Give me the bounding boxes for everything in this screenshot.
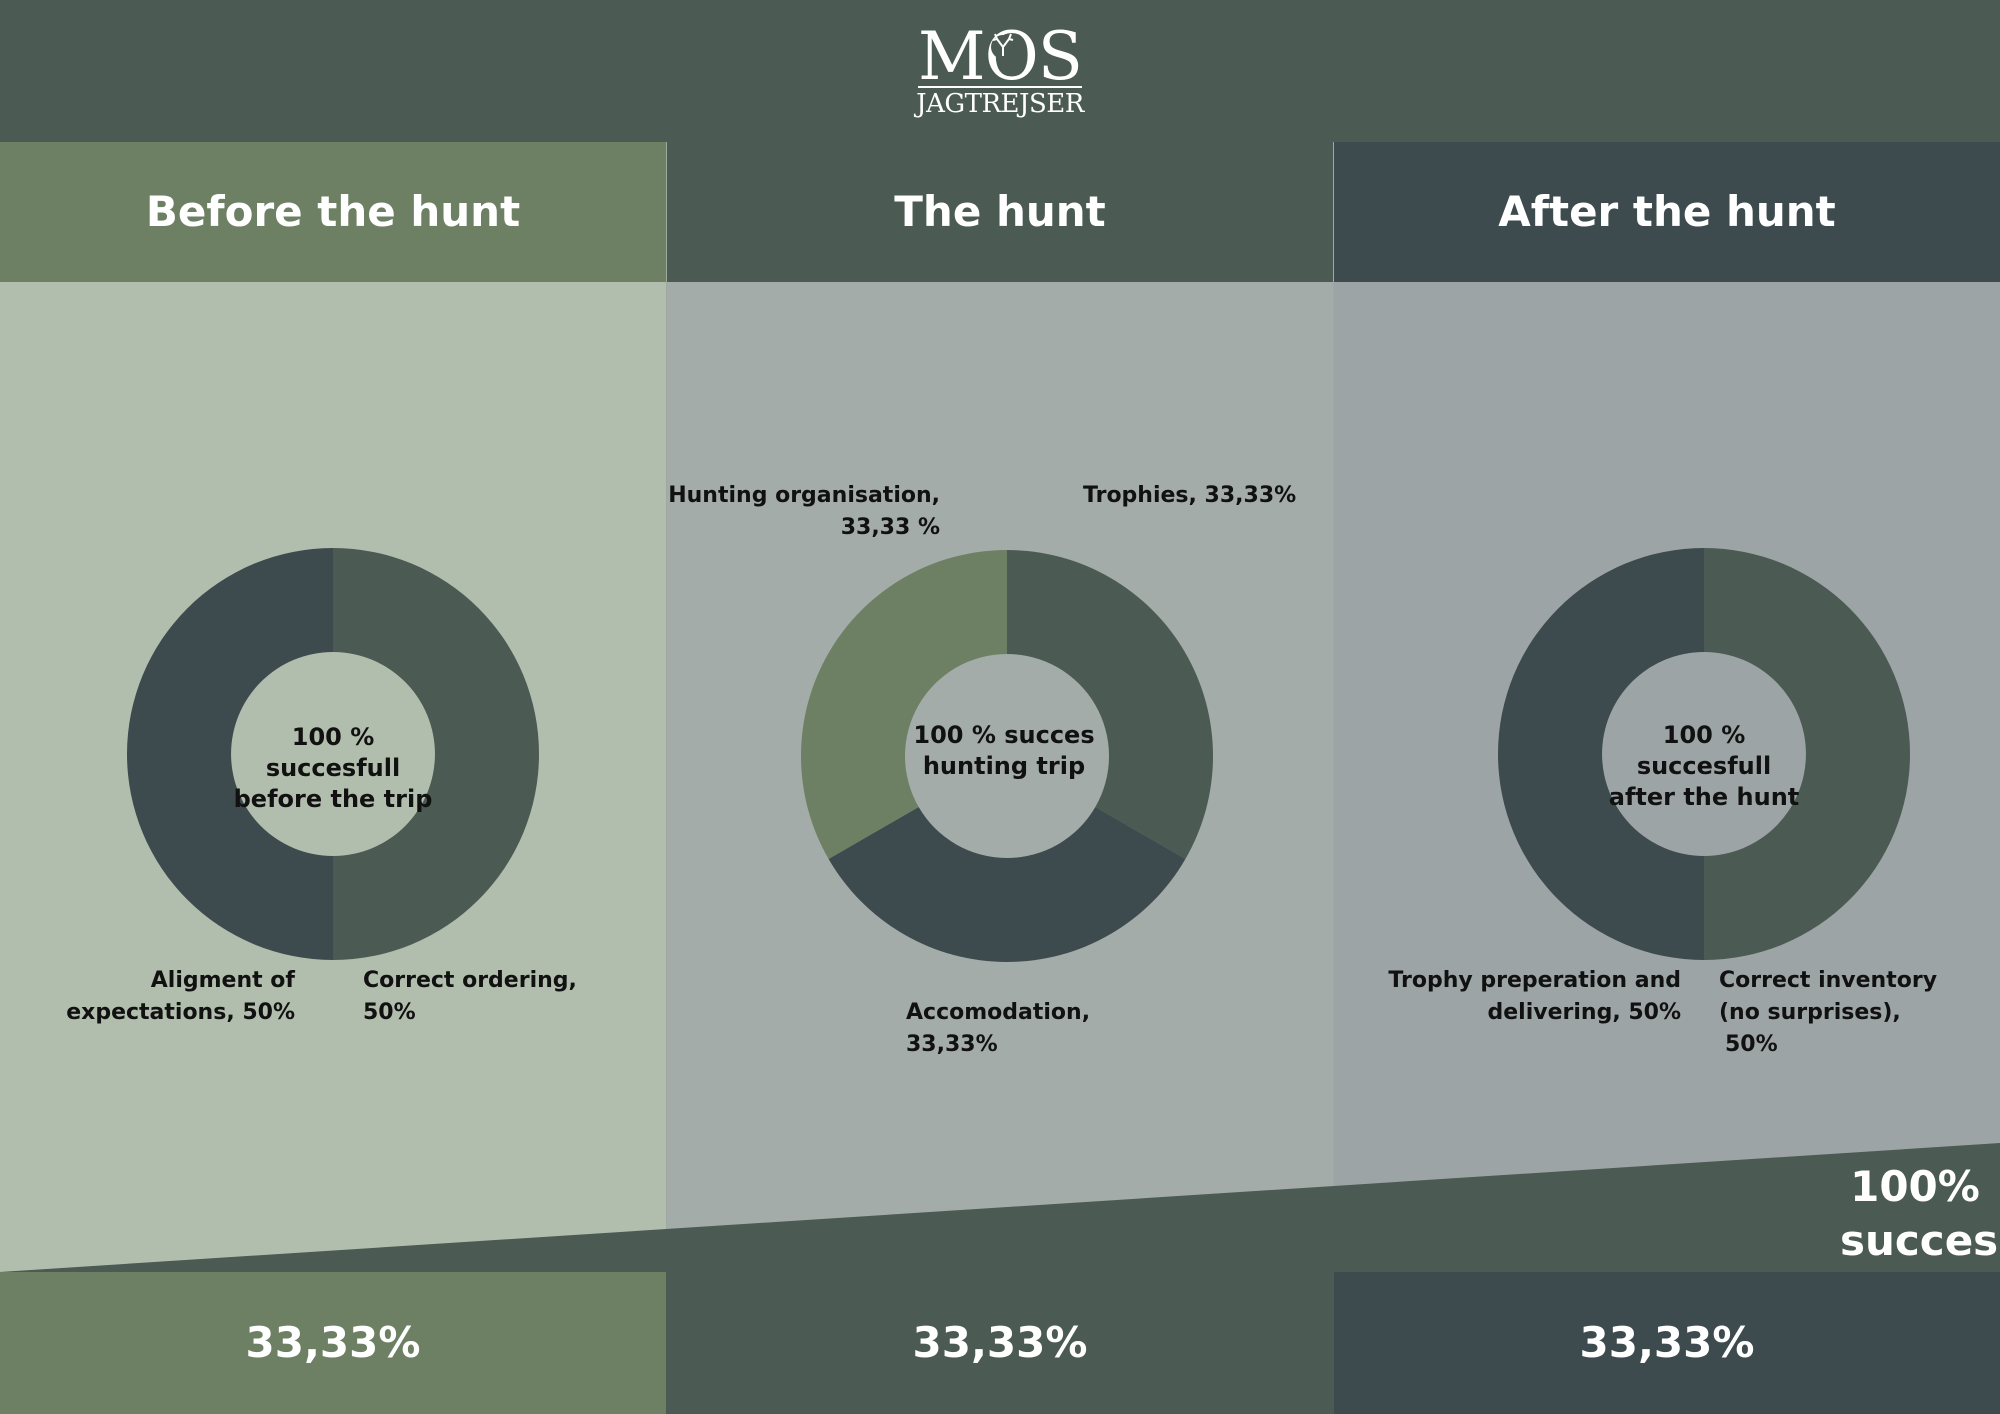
slice-label-line: delivering, 50% — [1487, 1000, 1682, 1025]
column-footer-the-hunt: 33,33% — [667, 1272, 1333, 1414]
center-line-2: after the hunt — [1608, 783, 1800, 811]
slice-label-line: (no surprises), — [1719, 1000, 1901, 1025]
total-line-1: 100% — [1850, 1162, 1980, 1211]
slice-label-alignment-expectations: Aligment of expectations, 50% — [40, 965, 295, 1029]
column-header-the-hunt: The hunt — [667, 142, 1333, 282]
donut-chart-the-hunt — [801, 550, 1213, 962]
donut-slice[interactable] — [1704, 548, 1910, 960]
donut-slice[interactable] — [127, 548, 333, 960]
slice-label-accomodation: Accomodation, 33,33% — [906, 997, 1146, 1061]
donut-center-label: 100 % succes hunting trip — [904, 720, 1104, 782]
donut-chart-after — [1498, 548, 1910, 960]
header-bar: MOS JAGTREJSER — [0, 0, 2000, 140]
donut-center-label: 100 % succesfull after the hunt — [1604, 720, 1804, 813]
slice-label-line: 33,33 % — [840, 515, 940, 540]
column-header-before-the-hunt: Before the hunt — [0, 142, 666, 282]
logo-subtitle: JAGTREJSER — [916, 89, 1084, 119]
column-divider — [1333, 142, 1334, 1272]
mos-jagtrejser-logo[interactable]: MOS JAGTREJSER — [910, 18, 1090, 123]
slice-label-line: 50% — [363, 1000, 416, 1025]
total-line-2: succes — [1840, 1216, 1999, 1265]
center-line-2: before the trip — [233, 785, 433, 813]
column-panel-before — [0, 282, 666, 1272]
center-line-1: 100 % succes — [913, 721, 1095, 749]
slice-label-line: Hunting organisation, — [668, 483, 940, 508]
donut-slice[interactable] — [801, 550, 1007, 859]
donut-slice[interactable] — [1007, 550, 1213, 859]
column-panel-the-hunt — [667, 282, 1333, 1272]
column-footer-after: 33,33% — [1334, 1272, 2000, 1414]
total-success-label: 100% succes — [1840, 1160, 1999, 1268]
column-divider — [666, 142, 667, 1272]
column-header-after-the-hunt: After the hunt — [1334, 142, 2000, 282]
slice-label-trophies: Trophies, 33,33% — [1083, 480, 1323, 512]
slice-label-line: 50% — [1725, 1032, 1778, 1057]
slice-label-line: Correct inventory — [1719, 968, 1938, 993]
slice-label-line: Aligment of — [150, 968, 295, 993]
donut-slice[interactable] — [1498, 548, 1704, 960]
logo-divider — [918, 86, 1082, 88]
slice-label-line: Correct ordering, — [363, 968, 577, 993]
slice-label-hunting-organisation: Hunting organisation, 33,33 % — [667, 480, 940, 544]
slice-label-correct-inventory: Correct inventory (no surprises), 50% — [1719, 965, 1969, 1061]
donut-center-label: 100 % succesfull before the trip — [233, 722, 433, 815]
slice-label-line: 33,33% — [906, 1032, 998, 1057]
center-line-1: 100 % succesfull — [265, 723, 401, 782]
center-line-1: 100 % succesfull — [1636, 721, 1772, 780]
slice-label-line: Trophy preperation and — [1388, 968, 1681, 993]
donut-slice[interactable] — [828, 807, 1186, 962]
slice-label-line: Trophies, 33,33% — [1083, 483, 1297, 508]
slice-label-line: Accomodation, — [906, 1000, 1091, 1025]
center-line-2: hunting trip — [922, 752, 1086, 780]
column-footer-before: 33,33% — [0, 1272, 666, 1414]
donut-chart-before — [127, 548, 539, 960]
slice-label-trophy-preperation: Trophy preperation and delivering, 50% — [1370, 965, 1681, 1029]
deer-antler-icon — [991, 33, 1015, 59]
slice-label-line: expectations, 50% — [66, 1000, 295, 1025]
donut-slice[interactable] — [333, 548, 539, 960]
slice-label-correct-ordering: Correct ordering, 50% — [363, 965, 603, 1029]
